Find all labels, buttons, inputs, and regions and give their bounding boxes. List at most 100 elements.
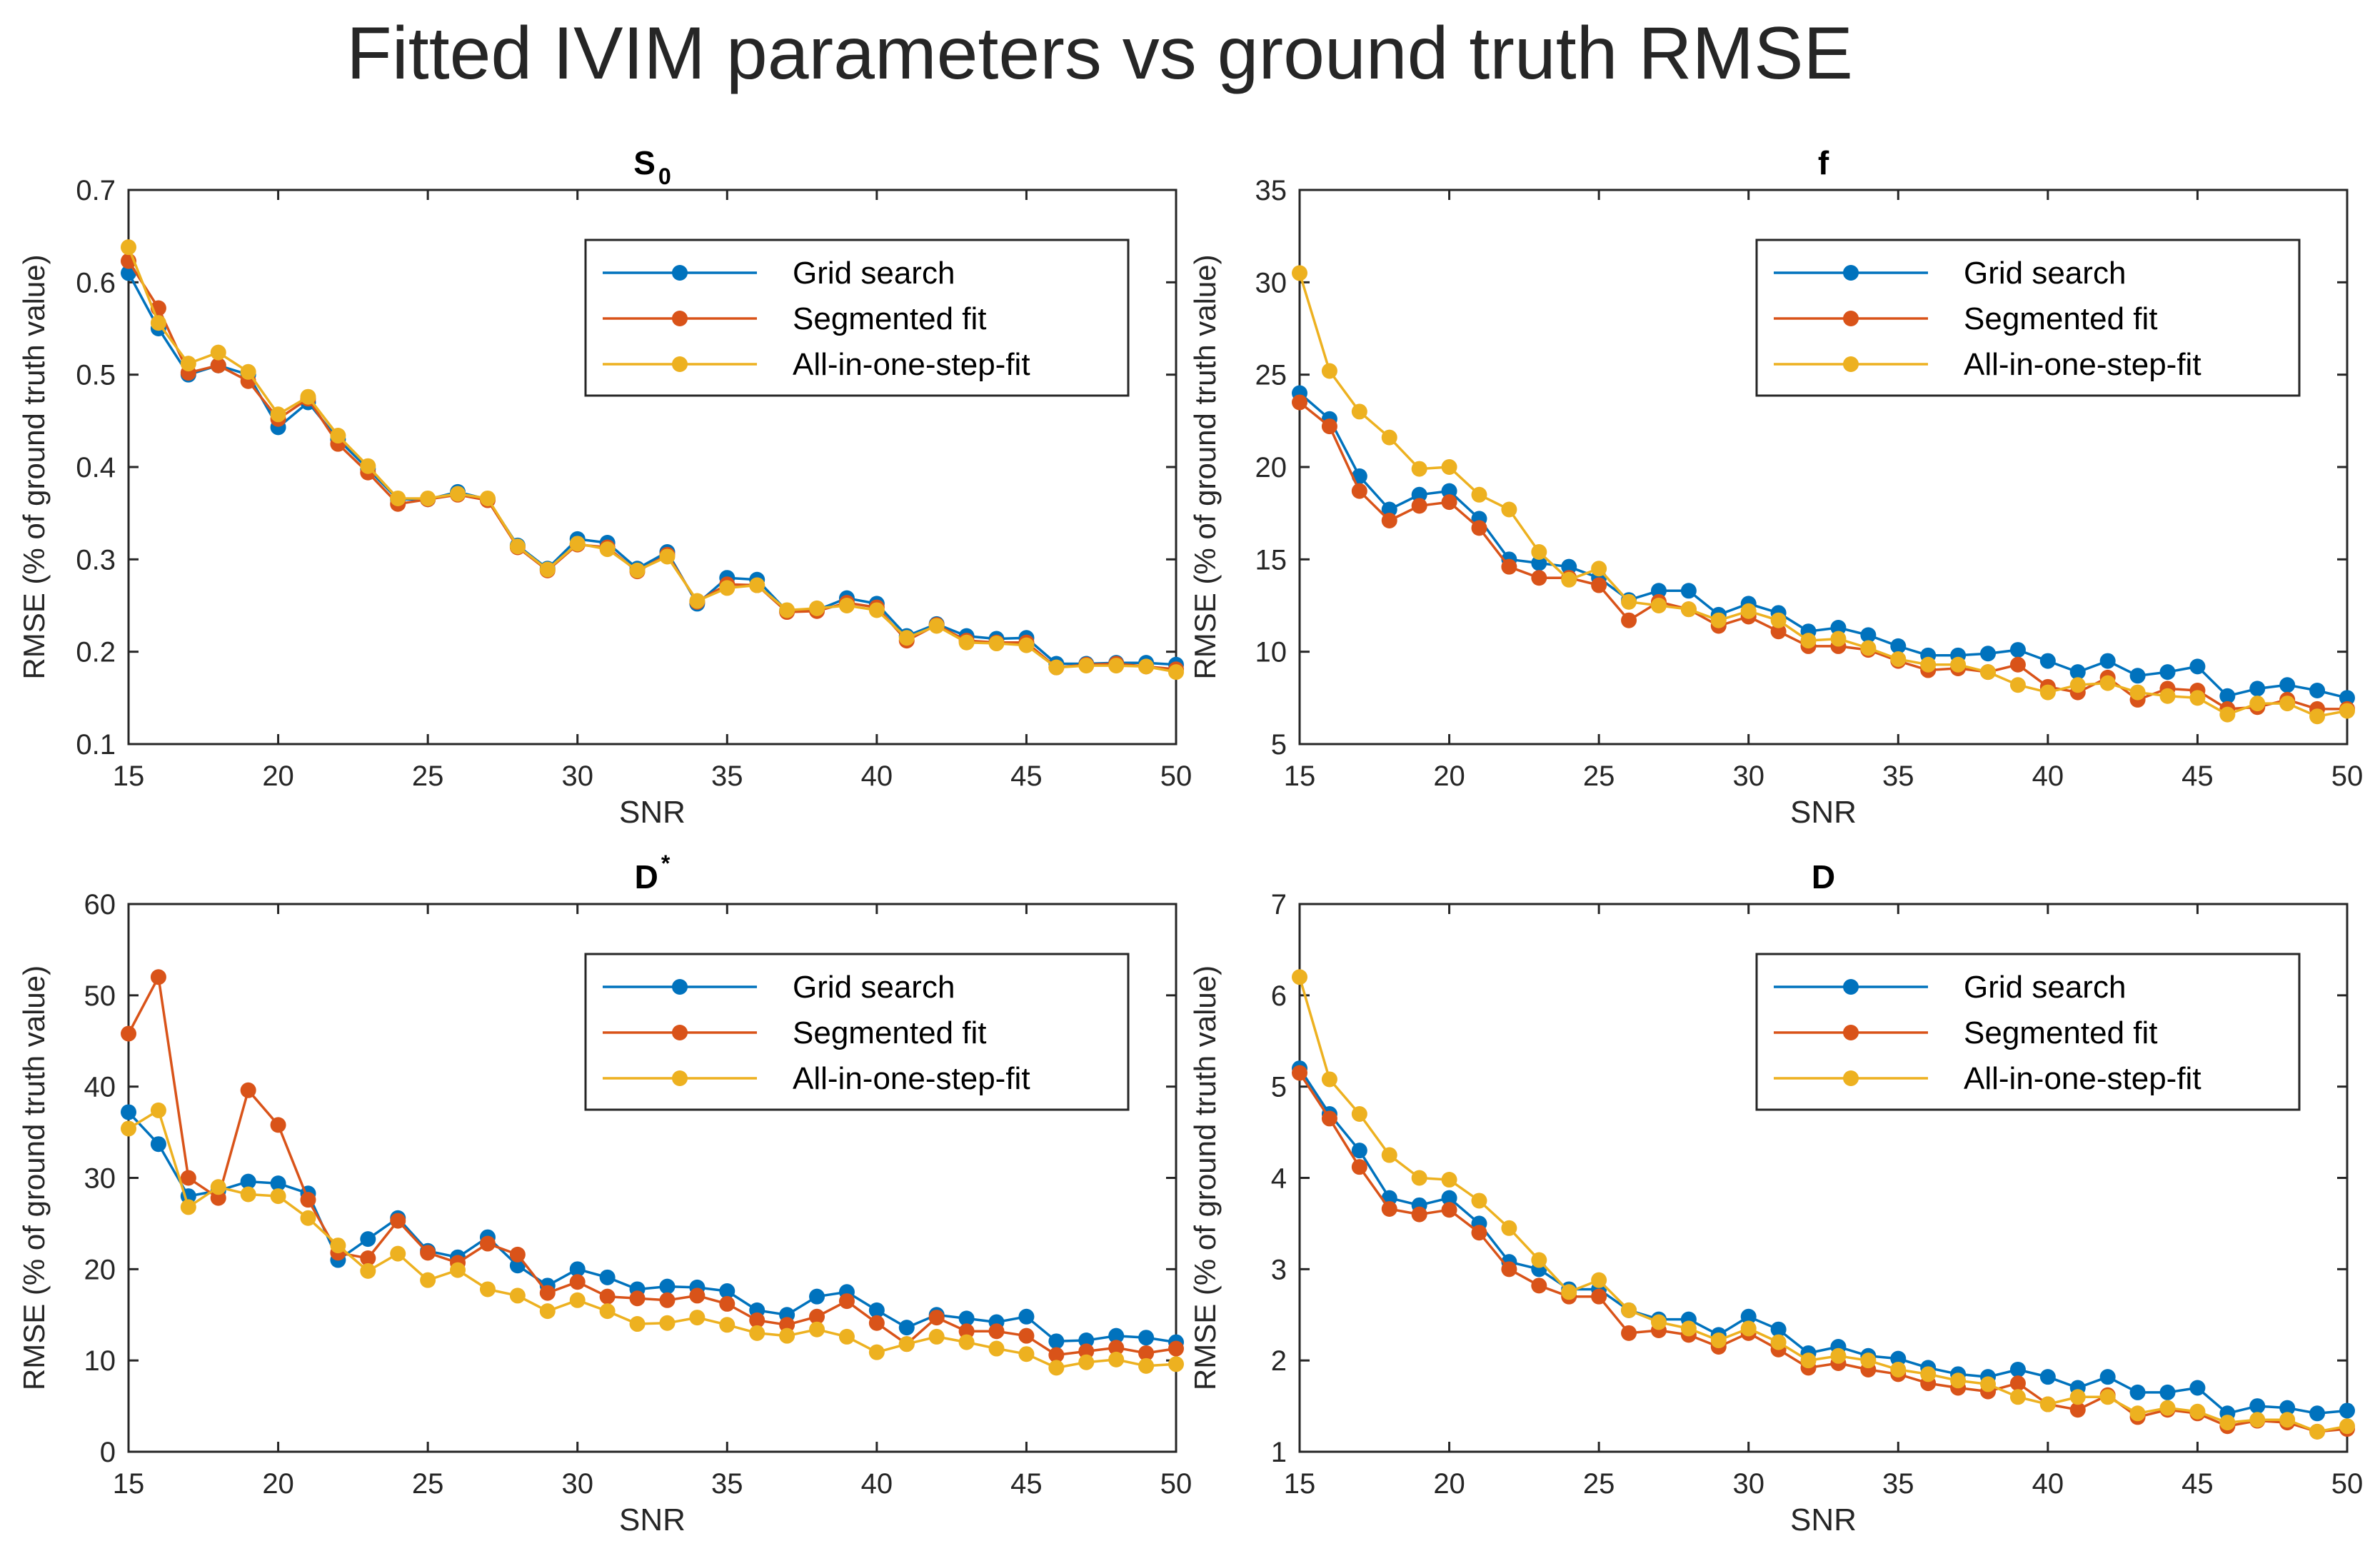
data-point <box>1108 1351 1125 1367</box>
data-point <box>1351 483 1367 499</box>
legend: Grid search Segmented fit All-in-one-step-… <box>584 239 1130 397</box>
data-point <box>1018 1346 1035 1362</box>
data-point <box>240 1173 256 1190</box>
data-point <box>898 1320 915 1336</box>
data-point <box>1770 1334 1787 1350</box>
y-tick-label: 1 <box>1271 1437 1287 1468</box>
panel-title-main: S <box>633 144 656 181</box>
data-point <box>1920 656 1937 673</box>
data-point <box>2309 1405 2326 1422</box>
data-point <box>898 630 915 646</box>
figure-title: Fitted IVIM parameters vs ground truth R… <box>346 12 1853 95</box>
data-point <box>1381 501 1397 518</box>
x-tick-label: 30 <box>1732 761 1764 792</box>
x-tick-label: 15 <box>1284 761 1316 792</box>
data-point <box>988 1340 1005 1357</box>
data-point <box>121 239 136 256</box>
data-point <box>2219 1415 2236 1431</box>
data-point <box>360 458 376 474</box>
data-point <box>1471 1193 1487 1209</box>
data-point <box>2099 1389 2116 1405</box>
data-point <box>868 1302 885 1318</box>
x-tick-label: 25 <box>412 1468 444 1500</box>
y-tick-label: 60 <box>84 889 116 920</box>
data-point <box>2129 1384 2146 1400</box>
data-point <box>1531 1278 1547 1294</box>
data-point <box>330 428 346 444</box>
data-point <box>1860 627 1877 643</box>
data-point <box>390 490 406 506</box>
legend-label: Segmented fit <box>1964 1015 2158 1050</box>
y-tick-label: 35 <box>1255 175 1287 206</box>
x-tick-label: 20 <box>1433 1468 1465 1500</box>
legend-marker <box>672 356 688 372</box>
data-point <box>689 593 706 609</box>
data-point <box>1441 459 1457 475</box>
x-tick-label: 25 <box>1583 1468 1615 1500</box>
legend-marker <box>672 265 688 281</box>
data-point <box>1621 1302 1637 1318</box>
data-point <box>1381 1147 1397 1163</box>
data-point <box>360 1250 376 1266</box>
data-point <box>450 1262 466 1278</box>
legend-label: All-in-one-step-fit <box>793 1061 1030 1096</box>
y-tick-label: 3 <box>1271 1254 1287 1285</box>
data-point <box>1048 1333 1065 1350</box>
data-point <box>1680 1320 1697 1337</box>
legend-label: All-in-one-step-fit <box>793 347 1030 382</box>
data-point <box>180 356 196 372</box>
data-point <box>2009 1361 2026 1377</box>
data-point <box>1650 1314 1667 1330</box>
data-point <box>1441 494 1457 511</box>
data-point <box>2219 688 2236 704</box>
data-point <box>809 1321 825 1337</box>
x-tick-label: 45 <box>2181 1468 2214 1500</box>
data-point <box>1561 1284 1577 1300</box>
data-point <box>270 1175 286 1192</box>
data-point <box>809 1288 825 1305</box>
x-tick-label: 50 <box>2331 761 2364 792</box>
x-tick-label: 40 <box>861 1468 893 1500</box>
data-point <box>2249 1412 2266 1428</box>
data-point <box>599 1303 616 1320</box>
data-point <box>1411 461 1427 477</box>
data-point <box>749 577 765 593</box>
data-point <box>569 536 586 552</box>
panel-title-subscript: 0 <box>658 164 671 189</box>
x-tick-label: 35 <box>711 761 743 792</box>
data-point <box>240 1082 256 1098</box>
y-tick-label: 2 <box>1271 1345 1287 1377</box>
data-point <box>1830 1347 1847 1364</box>
data-point <box>719 1317 735 1333</box>
data-point <box>659 1315 676 1331</box>
data-point <box>1048 659 1065 676</box>
data-point <box>509 1288 526 1304</box>
legend-label: Segmented fit <box>793 301 987 336</box>
data-point <box>2309 708 2326 725</box>
y-tick-label: 30 <box>1255 267 1287 298</box>
data-point <box>2339 1402 2355 1419</box>
data-point <box>1441 1190 1457 1206</box>
data-point <box>1710 1332 1727 1349</box>
data-point <box>599 541 616 558</box>
x-tick-label: 25 <box>1583 761 1615 792</box>
data-point <box>2009 1375 2026 1392</box>
data-point <box>2309 682 2326 698</box>
x-tick-label: 50 <box>2331 1468 2364 1500</box>
data-point <box>1860 640 1877 656</box>
data-point <box>420 1272 436 1288</box>
data-point <box>1890 1361 1907 1377</box>
panel-title-superscript: * <box>661 850 671 876</box>
data-point <box>2249 1398 2266 1415</box>
data-point <box>1351 1159 1367 1175</box>
legend-marker <box>1843 311 1859 326</box>
data-point <box>2339 1418 2355 1435</box>
data-point <box>1980 646 1997 662</box>
data-point <box>958 1334 975 1350</box>
data-point <box>1471 520 1487 536</box>
data-point <box>958 1310 975 1327</box>
data-point <box>1800 1352 1817 1369</box>
data-point <box>150 315 166 331</box>
